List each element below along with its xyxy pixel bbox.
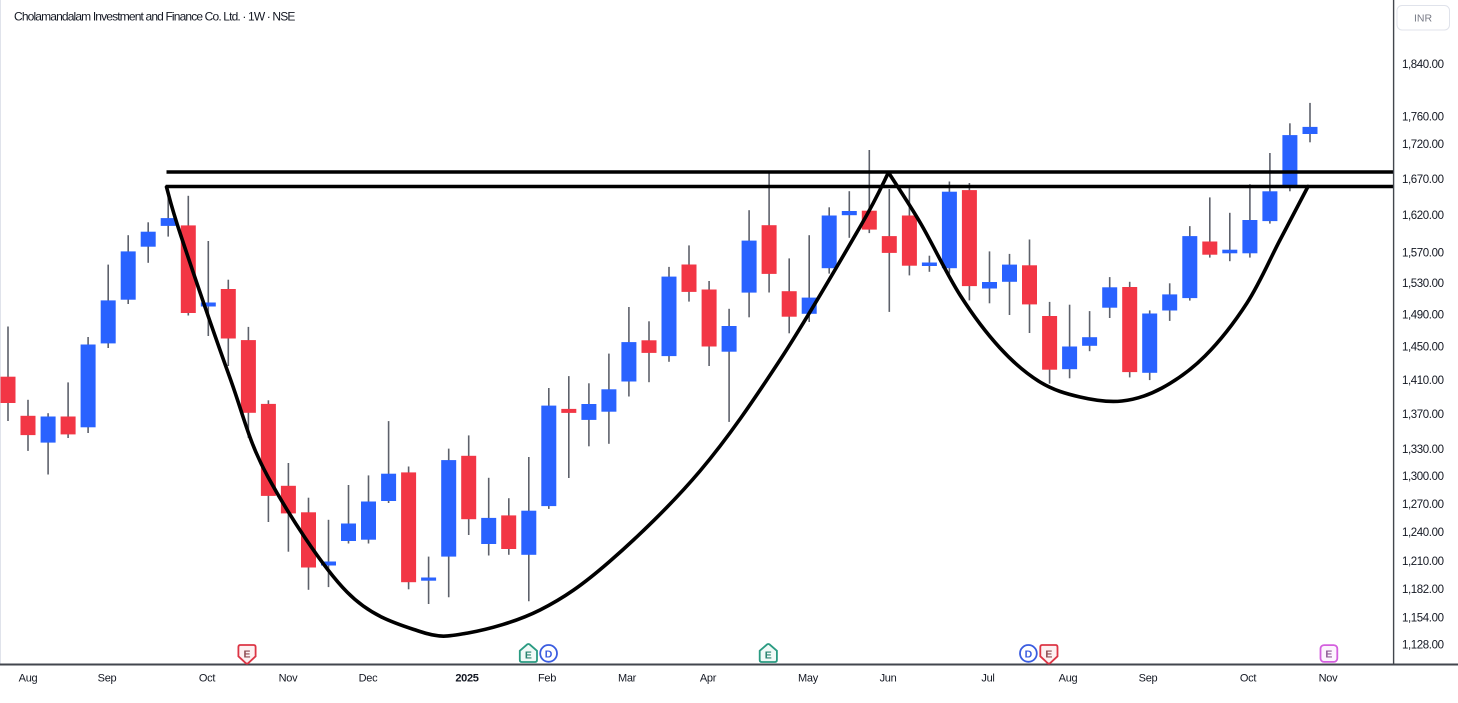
svg-text:Nov: Nov (279, 673, 298, 685)
svg-text:Jul: Jul (981, 673, 994, 685)
svg-text:Oct: Oct (1240, 673, 1256, 685)
svg-text:May: May (798, 673, 819, 685)
svg-text:1,330.00: 1,330.00 (1402, 444, 1444, 456)
svg-text:Aug: Aug (19, 673, 38, 685)
svg-text:Sep: Sep (1139, 673, 1158, 685)
svg-text:1,570.00: 1,570.00 (1402, 247, 1444, 259)
svg-text:E: E (1325, 649, 1332, 661)
svg-text:1,530.00: 1,530.00 (1402, 278, 1444, 290)
svg-text:1,670.00: 1,670.00 (1402, 174, 1444, 186)
svg-text:1,760.00: 1,760.00 (1402, 112, 1444, 124)
svg-text:Dec: Dec (359, 673, 378, 685)
svg-text:2025: 2025 (455, 673, 478, 685)
svg-text:INR: INR (1414, 13, 1433, 25)
svg-text:1,410.00: 1,410.00 (1402, 375, 1444, 387)
svg-text:1,450.00: 1,450.00 (1402, 342, 1444, 354)
svg-text:Apr: Apr (700, 673, 717, 685)
svg-text:1,370.00: 1,370.00 (1402, 409, 1444, 421)
svg-text:Feb: Feb (538, 673, 556, 685)
svg-text:1,300.00: 1,300.00 (1402, 471, 1444, 483)
svg-text:E: E (765, 649, 772, 661)
svg-text:Mar: Mar (618, 673, 637, 685)
svg-text:D: D (1025, 648, 1033, 660)
svg-text:Sep: Sep (98, 673, 117, 685)
svg-text:D: D (545, 648, 553, 660)
svg-text:E: E (1045, 648, 1052, 660)
svg-text:E: E (525, 649, 532, 661)
svg-text:E: E (243, 648, 250, 660)
svg-text:1,620.00: 1,620.00 (1402, 210, 1444, 222)
svg-text:1,154.00: 1,154.00 (1402, 612, 1444, 624)
svg-text:Jun: Jun (880, 673, 897, 685)
svg-text:1,490.00: 1,490.00 (1402, 309, 1444, 321)
svg-text:1,240.00: 1,240.00 (1402, 527, 1444, 539)
svg-text:Aug: Aug (1059, 673, 1078, 685)
svg-text:1,840.00: 1,840.00 (1402, 59, 1444, 71)
svg-text:1,210.00: 1,210.00 (1402, 556, 1444, 568)
svg-text:1,182.00: 1,182.00 (1402, 584, 1444, 596)
svg-text:Cholamandalam Investment and F: Cholamandalam Investment and Finance Co.… (14, 10, 295, 24)
svg-text:Oct: Oct (199, 673, 215, 685)
svg-text:Nov: Nov (1319, 673, 1338, 685)
svg-text:1,128.00: 1,128.00 (1402, 640, 1444, 652)
svg-text:1,720.00: 1,720.00 (1402, 139, 1444, 151)
svg-text:1,270.00: 1,270.00 (1402, 499, 1444, 511)
